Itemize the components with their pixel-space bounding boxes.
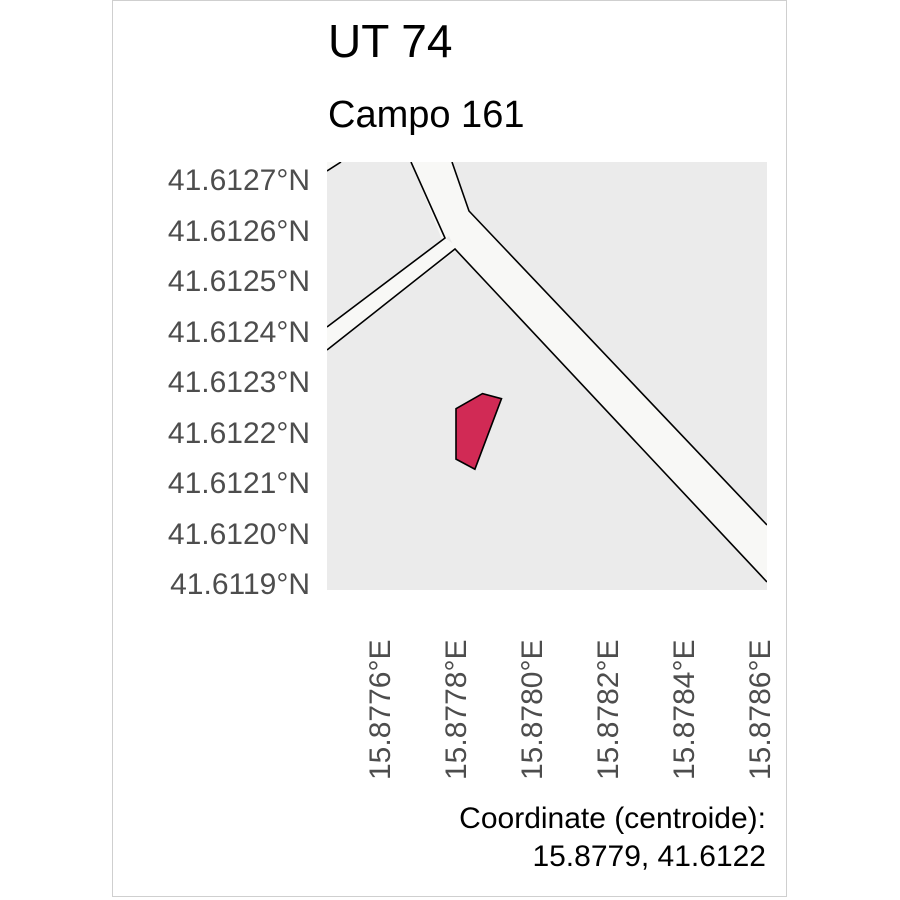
road-border-stub [327,162,342,172]
y-tick-label: 41.6125°N [167,265,310,298]
y-axis-labels: 41.6127°N 41.6126°N 41.6125°N 41.6124°N … [100,0,310,900]
road-border-outer [451,162,767,526]
plot-title: UT 74 [328,15,453,67]
road-network [327,162,767,583]
caption-line-1: Coordinate (centroide): [459,802,766,835]
parcel-polygon[interactable] [455,392,503,471]
x-tick-label: 15.8780°E [516,639,549,780]
y-tick-label: 41.6123°N [167,366,310,399]
x-tick-label: 15.8784°E [668,639,701,780]
y-tick-label: 41.6124°N [167,316,310,349]
caption-line-2: 15.8779, 41.6122 [532,840,766,873]
y-tick-label: 41.6121°N [167,467,310,500]
x-tick-label: 15.8778°E [440,639,473,780]
x-tick-label: 15.8782°E [592,639,625,780]
map-svg [327,162,767,583]
x-tick-label: 15.8786°E [744,639,777,780]
road-branch [327,238,459,350]
road-border-inner [327,247,767,583]
map-panel[interactable] [327,162,767,590]
y-tick-label: 41.6126°N [167,215,310,248]
y-tick-label: 41.6119°N [170,568,310,601]
y-tick-label: 41.6122°N [167,417,310,450]
road-border-branch [327,162,446,328]
y-tick-label: 41.6127°N [167,164,310,197]
plot-subtitle: Campo 161 [328,94,525,136]
x-tick-label: 15.8776°E [364,639,397,780]
road-main [411,162,767,582]
centroid-caption: Coordinate (centroide): 15.8779, 41.6122 [459,800,766,876]
y-tick-label: 41.6120°N [167,518,310,551]
